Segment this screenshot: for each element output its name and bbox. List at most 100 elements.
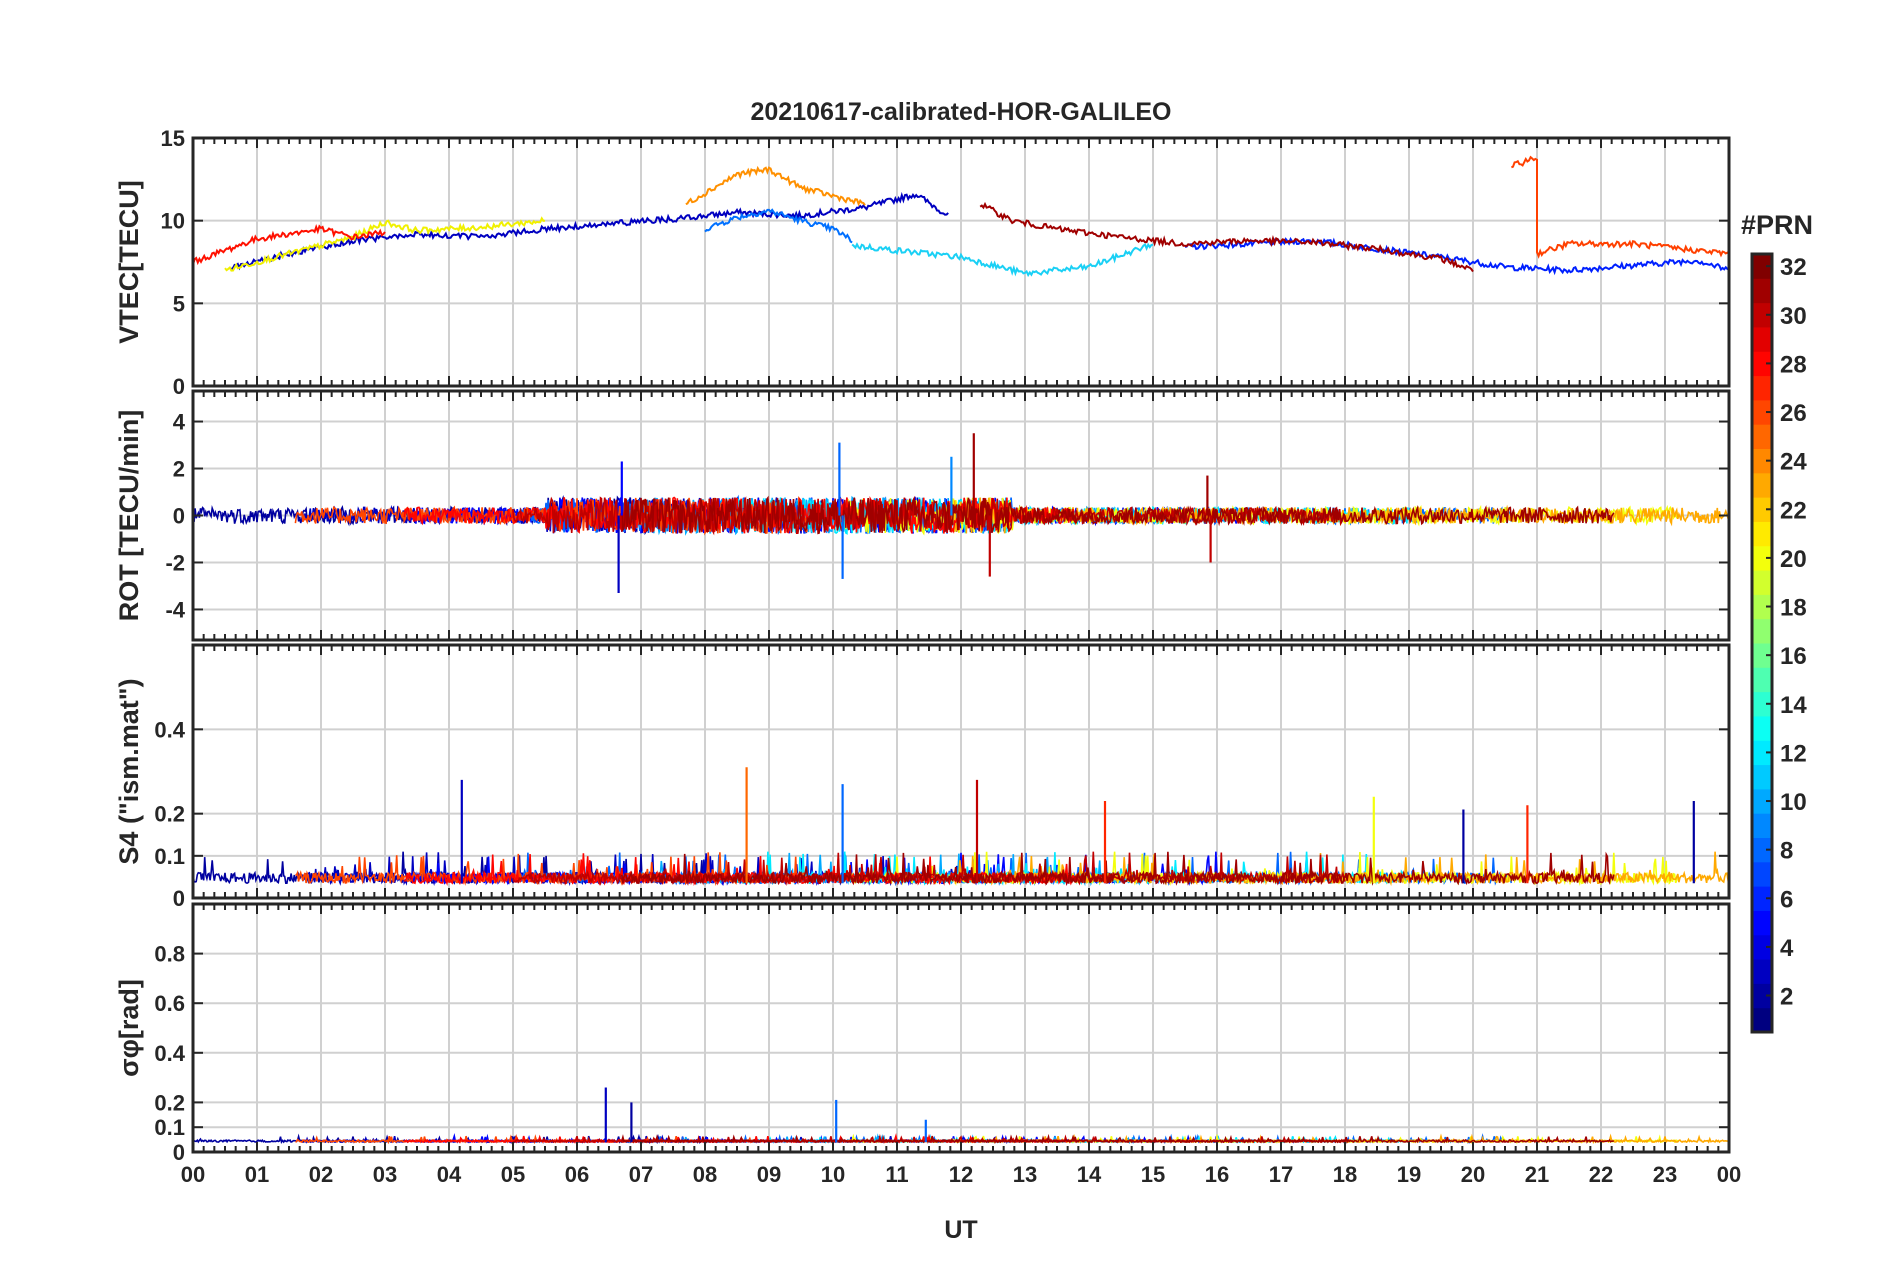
x-tick-label: 04 (437, 1162, 462, 1187)
colorbar-tick-label: 4 (1780, 935, 1794, 962)
colorbar-title: #PRN (1741, 210, 1813, 240)
colorbar-bin (1752, 351, 1772, 377)
colorbar-bin (1752, 643, 1772, 668)
y-tick-label: 0.4 (154, 1041, 185, 1066)
x-tick-label: 03 (373, 1162, 397, 1187)
colorbar-tick-label: 16 (1780, 643, 1807, 670)
colorbar-tick-label: 24 (1780, 449, 1807, 476)
colorbar-bin (1752, 375, 1772, 401)
x-tick-label: 21 (1525, 1162, 1549, 1187)
series-group (193, 155, 1729, 278)
y-tick-label: 0.1 (154, 1115, 185, 1140)
panel-4: 00.10.2 0.4 0.6 0.8 σφ[rad] (114, 902, 1731, 1165)
colorbar-bin (1752, 1007, 1772, 1033)
x-tick-label: 06 (565, 1162, 589, 1187)
y-tick-label: 0.8 (154, 942, 185, 967)
y-tick-label: 0.2 (154, 802, 185, 827)
colorbar-tick-label: 20 (1780, 546, 1807, 573)
colorbar-tick-label: 32 (1780, 254, 1807, 281)
colorbar-bin (1752, 472, 1772, 498)
vtec-series-prn-2 (230, 191, 949, 271)
y-axis-label-4: σφ[rad] (114, 979, 144, 1077)
colorbar-bin (1752, 861, 1772, 887)
y-tick-label: 0 (173, 1140, 185, 1165)
colorbar-bin (1752, 594, 1772, 620)
colorbar-tick-label: 30 (1780, 303, 1807, 330)
x-tick-label: 02 (309, 1162, 333, 1187)
trace-prn-31 (621, 495, 1615, 535)
x-tick-label: 17 (1269, 1162, 1293, 1187)
y-tick-label: 0.2 (154, 1090, 185, 1115)
vtec-series-prn-11 (851, 242, 1154, 278)
colorbar-tick-label: 22 (1780, 497, 1807, 524)
x-tick-label: 19 (1397, 1162, 1421, 1187)
y-tick-label: 10 (161, 209, 185, 234)
colorbar-bin (1752, 570, 1772, 595)
colorbar-bin (1752, 910, 1772, 936)
colorbar-bin (1752, 545, 1772, 571)
colorbar-bin (1752, 448, 1772, 474)
series-group (193, 433, 1729, 594)
x-tick-label: 11 (885, 1162, 908, 1187)
x-axis-label: UT (944, 1216, 977, 1244)
y-axis-label-3: S4 ("ism.mat") (114, 678, 144, 864)
series-group (193, 767, 1729, 887)
y-tick-label: 2 (173, 457, 185, 482)
vtec-series-prn-23 (685, 165, 866, 207)
colorbar-bin (1752, 302, 1772, 328)
colorbar-bin (1752, 934, 1772, 960)
panel-3: 0 0.1 0.2 0.4 S4 ("ism.mat") (114, 643, 1731, 911)
x-tick-label: 10 (821, 1162, 845, 1187)
y-tick-label: 0.1 (154, 844, 185, 869)
chart-title: 20210617-calibrated-HOR-GALILEO (751, 98, 1172, 126)
x-tick-label: 13 (1013, 1162, 1037, 1187)
colorbar-bin (1752, 959, 1772, 984)
x-tick-label: 08 (693, 1162, 717, 1187)
y-tick-label: 5 (173, 291, 185, 316)
colorbar-bin (1752, 326, 1772, 352)
colorbar-tick-label: 6 (1780, 886, 1793, 913)
x-tick-label: 12 (949, 1162, 973, 1187)
colorbar-bin (1752, 254, 1772, 279)
vtec-series-prn-31 (979, 201, 1474, 273)
colorbar-bin (1752, 667, 1772, 693)
panel-2: -4 -2 0 2 4 ROT [TECU/min] (114, 389, 1731, 642)
colorbar-bin (1752, 715, 1772, 741)
x-tick-label: 16 (1205, 1162, 1229, 1187)
x-tick-label: 18 (1333, 1162, 1357, 1187)
x-tick-label: 23 (1653, 1162, 1677, 1187)
x-tick-label: 09 (757, 1162, 781, 1187)
y-tick-label: 0.6 (154, 991, 185, 1016)
colorbar-bin (1752, 837, 1772, 863)
x-tick-label: 22 (1589, 1162, 1613, 1187)
colorbar-bin (1752, 618, 1772, 644)
x-tick-label: 07 (629, 1162, 653, 1187)
x-tick-label: 14 (1077, 1162, 1102, 1187)
y-tick-label: -4 (165, 597, 185, 622)
y-tick-label: 0 (173, 504, 185, 529)
colorbar-tick-label: 14 (1780, 692, 1807, 719)
vtec-series-prn-26 (1511, 155, 1729, 259)
colorbar-tick-label: 10 (1780, 789, 1807, 816)
colorbar-tick-label: 2 (1780, 984, 1793, 1011)
x-tick-label: 00 (1717, 1162, 1741, 1187)
vtec-series-prn-7 (704, 208, 853, 244)
y-tick-label: -2 (165, 550, 185, 575)
colorbar-bin (1752, 521, 1772, 547)
colorbar-bin (1752, 813, 1772, 838)
x-tick-label: 15 (1141, 1162, 1165, 1187)
colorbar-frame (1750, 252, 1774, 1034)
colorbar-bin (1752, 788, 1772, 814)
y-tick-label: 15 (161, 126, 185, 151)
y-tick-label: 0 (173, 374, 185, 399)
y-tick-label: 0.4 (154, 717, 185, 742)
trace-prn-31 (621, 851, 1615, 886)
colorbar-tick-label: 12 (1780, 740, 1807, 767)
series-group (193, 1087, 1729, 1145)
x-tick-label: 01 (245, 1162, 269, 1187)
vtec-series-prn-20 (224, 216, 546, 272)
trace-prn-31 (621, 1133, 1614, 1145)
colorbar-tick-label: 18 (1780, 595, 1807, 622)
